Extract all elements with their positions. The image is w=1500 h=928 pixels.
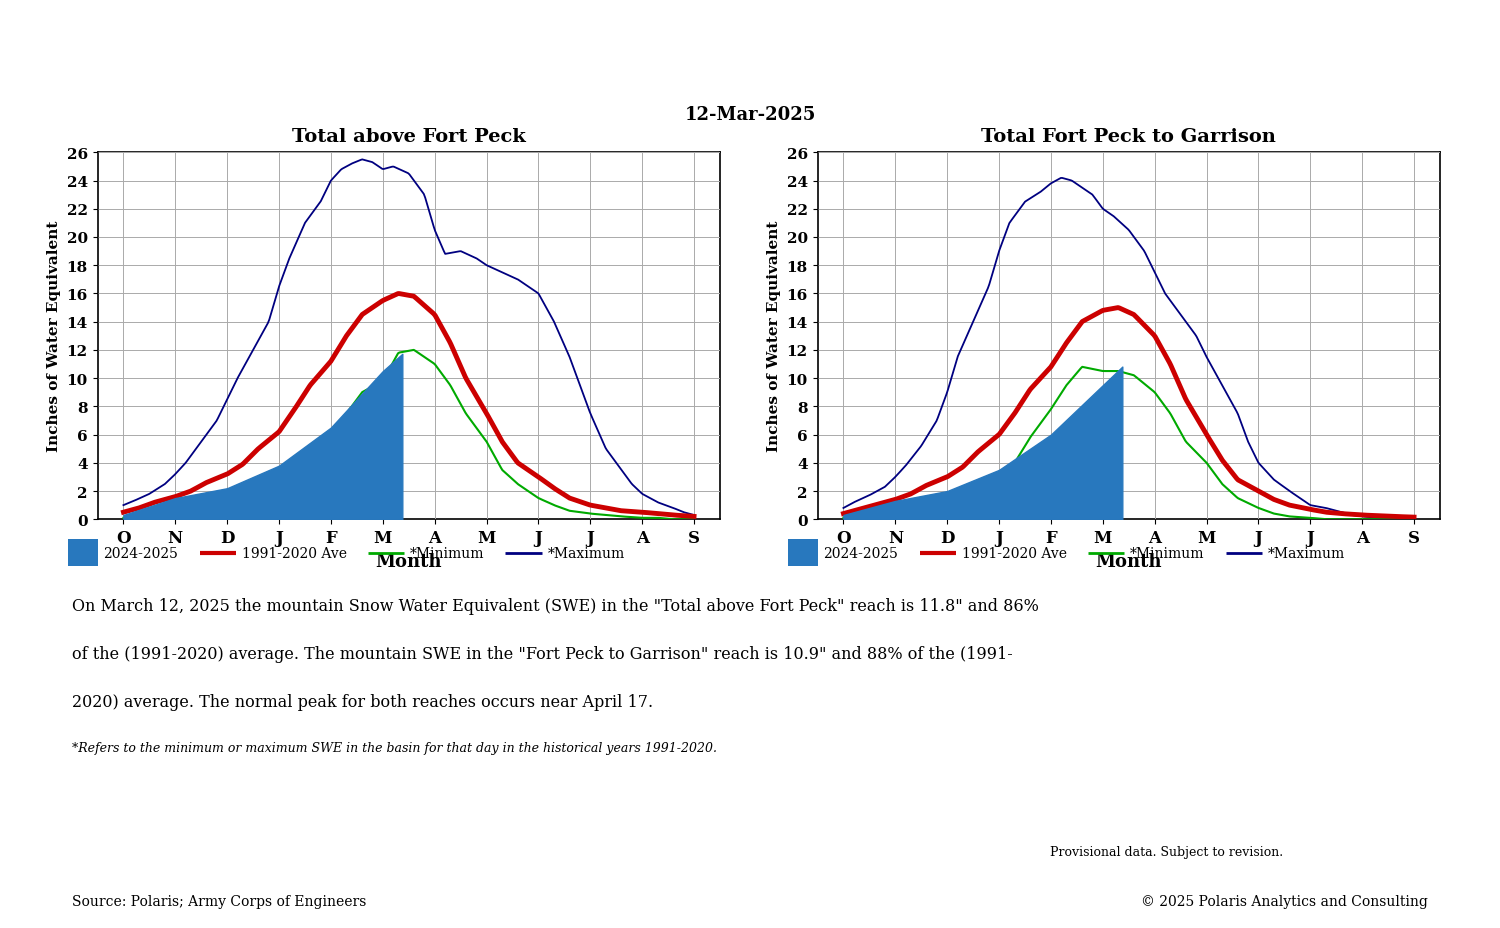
Title: Total Fort Peck to Garrison: Total Fort Peck to Garrison <box>981 128 1276 146</box>
Text: Source: Polaris; Army Corps of Engineers: Source: Polaris; Army Corps of Engineers <box>72 895 366 909</box>
Title: Total above Fort Peck: Total above Fort Peck <box>292 128 525 146</box>
Text: On March 12, 2025 the mountain Snow Water Equivalent (SWE) in the "Total above F: On March 12, 2025 the mountain Snow Wate… <box>72 598 1040 614</box>
X-axis label: Month: Month <box>375 552 442 570</box>
Text: *Minimum: *Minimum <box>1130 546 1204 561</box>
Text: Figure 3: Missouri River Basin – Mountain Snowpack Water Content: Figure 3: Missouri River Basin – Mountai… <box>246 17 1254 42</box>
Text: of the (1991-2020) average. The mountain SWE in the "Fort Peck to Garrison" reac: of the (1991-2020) average. The mountain… <box>72 645 1012 663</box>
Text: 1991-2020 Ave: 1991-2020 Ave <box>242 546 346 561</box>
Y-axis label: Inches of Water Equivalent: Inches of Water Equivalent <box>766 221 782 452</box>
Text: 2024-2025 with comparison plots from recent high and low years: 2024-2025 with comparison plots from rec… <box>267 60 1233 85</box>
X-axis label: Month: Month <box>1095 552 1162 570</box>
Text: Provisional data. Subject to revision.: Provisional data. Subject to revision. <box>1050 844 1282 857</box>
Text: 1991-2020 Ave: 1991-2020 Ave <box>962 546 1066 561</box>
Text: © 2025 Polaris Analytics and Consulting: © 2025 Polaris Analytics and Consulting <box>1142 895 1428 909</box>
Text: *Refers to the minimum or maximum SWE in the basin for that day in the historica: *Refers to the minimum or maximum SWE in… <box>72 741 717 754</box>
Bar <box>788 540 818 566</box>
Text: 2020) average. The normal peak for both reaches occurs near April 17.: 2020) average. The normal peak for both … <box>72 693 652 710</box>
Text: 2024-2025: 2024-2025 <box>104 546 178 561</box>
Bar <box>68 540 98 566</box>
Text: *Maximum: *Maximum <box>548 546 624 561</box>
Text: *Minimum: *Minimum <box>410 546 485 561</box>
Text: 12-Mar-2025: 12-Mar-2025 <box>684 106 816 124</box>
Y-axis label: Inches of Water Equivalent: Inches of Water Equivalent <box>46 221 62 452</box>
Text: *Maximum: *Maximum <box>1268 546 1344 561</box>
Text: 2024-2025: 2024-2025 <box>824 546 898 561</box>
